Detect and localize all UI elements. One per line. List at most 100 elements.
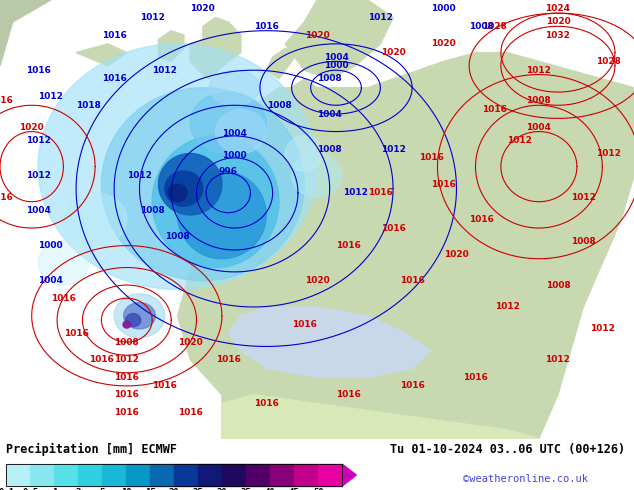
Bar <box>223 465 247 486</box>
Text: 1028: 1028 <box>482 22 507 31</box>
Text: Precipitation [mm] ECMWF: Precipitation [mm] ECMWF <box>6 442 178 456</box>
Text: 1004: 1004 <box>222 129 247 138</box>
Text: 30: 30 <box>217 489 228 490</box>
Polygon shape <box>342 465 356 486</box>
Text: 1008: 1008 <box>317 145 342 153</box>
Text: 1012: 1012 <box>495 302 520 312</box>
Text: 1008: 1008 <box>317 74 342 83</box>
Text: 1004: 1004 <box>323 52 349 62</box>
Text: 1016: 1016 <box>0 193 13 202</box>
Polygon shape <box>114 294 165 338</box>
Text: 1012: 1012 <box>507 136 533 145</box>
Text: 1020: 1020 <box>304 276 330 285</box>
Text: ©weatheronline.co.uk: ©weatheronline.co.uk <box>463 474 588 484</box>
Text: 1004: 1004 <box>38 276 63 285</box>
Text: 1004: 1004 <box>25 206 51 215</box>
Text: 1016: 1016 <box>89 355 114 364</box>
Bar <box>270 465 294 486</box>
Bar <box>30 465 55 486</box>
Bar <box>79 465 102 486</box>
Bar <box>55 465 79 486</box>
Text: 1028: 1028 <box>596 57 621 66</box>
Text: 1012: 1012 <box>25 136 51 145</box>
Text: 1020: 1020 <box>444 250 469 259</box>
Text: 2: 2 <box>75 489 81 490</box>
Polygon shape <box>209 70 260 105</box>
Polygon shape <box>126 314 141 327</box>
Polygon shape <box>123 321 131 328</box>
Text: 1012: 1012 <box>342 189 368 197</box>
Text: 1020: 1020 <box>431 39 456 49</box>
Text: 0.5: 0.5 <box>22 489 39 490</box>
Text: 1018: 1018 <box>76 101 101 110</box>
Bar <box>294 465 318 486</box>
Polygon shape <box>222 395 539 439</box>
Text: 1012: 1012 <box>152 66 178 74</box>
Polygon shape <box>76 44 127 66</box>
Bar <box>174 465 198 486</box>
Text: 1016: 1016 <box>0 97 13 105</box>
Text: 1016: 1016 <box>292 320 317 329</box>
Text: 35: 35 <box>241 489 252 490</box>
Text: 25: 25 <box>193 489 204 490</box>
Text: 1020: 1020 <box>190 4 216 13</box>
Bar <box>150 465 174 486</box>
Text: 1000: 1000 <box>324 61 348 70</box>
Text: 996: 996 <box>219 167 238 175</box>
Text: 1008: 1008 <box>165 232 190 241</box>
Text: 1016: 1016 <box>482 105 507 114</box>
Polygon shape <box>178 171 266 259</box>
Text: 1000: 1000 <box>432 4 456 13</box>
Text: 1008: 1008 <box>266 101 292 110</box>
Bar <box>247 465 270 486</box>
Text: 1016: 1016 <box>51 294 76 303</box>
Text: 50: 50 <box>313 489 324 490</box>
Polygon shape <box>38 44 317 290</box>
Polygon shape <box>228 307 431 377</box>
Text: 15: 15 <box>145 489 156 490</box>
Text: 0.1: 0.1 <box>0 489 15 490</box>
Text: 1016: 1016 <box>380 223 406 233</box>
Text: 1016: 1016 <box>399 381 425 391</box>
Text: 1012: 1012 <box>596 149 621 158</box>
Text: 1020: 1020 <box>545 18 571 26</box>
Text: 1016: 1016 <box>336 241 361 250</box>
Polygon shape <box>158 153 222 215</box>
Polygon shape <box>168 184 187 202</box>
Text: 40: 40 <box>265 489 276 490</box>
Polygon shape <box>63 193 127 245</box>
Bar <box>198 465 223 486</box>
Polygon shape <box>216 110 266 153</box>
Polygon shape <box>178 52 634 439</box>
Text: 1016: 1016 <box>216 355 241 364</box>
Polygon shape <box>285 136 323 171</box>
Text: 1016: 1016 <box>431 180 456 189</box>
Text: 1000: 1000 <box>39 241 63 250</box>
Text: 1012: 1012 <box>571 193 596 202</box>
Text: 1012: 1012 <box>526 66 552 74</box>
Polygon shape <box>158 31 184 61</box>
Polygon shape <box>165 171 203 206</box>
Text: 1016: 1016 <box>178 408 203 416</box>
Text: Tu 01-10-2024 03..06 UTC (00+126): Tu 01-10-2024 03..06 UTC (00+126) <box>390 442 625 456</box>
Text: 1012: 1012 <box>368 13 393 22</box>
Text: 1016: 1016 <box>25 66 51 74</box>
Text: 1020: 1020 <box>178 338 203 346</box>
Text: 1016: 1016 <box>114 390 139 399</box>
Text: 1008: 1008 <box>139 206 165 215</box>
Text: 1016: 1016 <box>469 215 495 224</box>
Polygon shape <box>124 303 155 329</box>
Text: 1016: 1016 <box>114 408 139 416</box>
Polygon shape <box>190 92 266 153</box>
Text: 1008: 1008 <box>571 237 596 245</box>
Polygon shape <box>152 136 279 268</box>
Text: 1012: 1012 <box>127 171 152 180</box>
Text: 1016: 1016 <box>63 329 89 338</box>
Text: 1012: 1012 <box>545 355 571 364</box>
Text: 1012: 1012 <box>590 324 615 333</box>
Bar <box>6 465 30 486</box>
Text: 1024: 1024 <box>545 4 571 13</box>
Text: 1020: 1020 <box>19 122 44 132</box>
Text: 1016: 1016 <box>368 189 393 197</box>
Text: 1004: 1004 <box>526 122 552 132</box>
